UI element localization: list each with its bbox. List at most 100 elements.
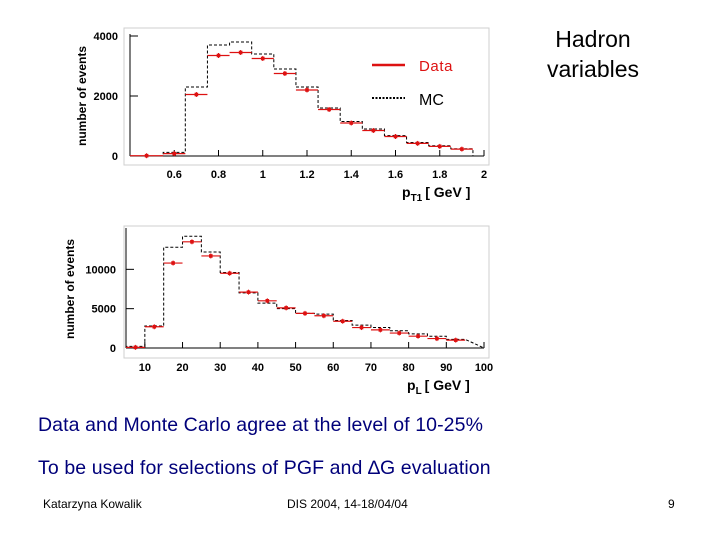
data-point	[246, 290, 251, 294]
x-tick-label: 1	[260, 169, 266, 181]
data-bin	[428, 143, 451, 149]
x-tick-label: 0.8	[211, 169, 226, 181]
data-bin	[314, 313, 334, 319]
y-tick-label: 0	[112, 151, 118, 163]
mc-histogram-series	[130, 41, 474, 157]
data-point	[144, 153, 149, 158]
x-tick-label: 0.6	[167, 169, 182, 181]
data-bin	[295, 310, 315, 316]
data-point	[172, 151, 177, 156]
data-point	[378, 328, 383, 332]
slide-title-line-1: Hadron	[555, 26, 631, 52]
x-axis-label-unit: [ GeV ]	[425, 184, 470, 200]
data-point	[327, 107, 331, 112]
data-point	[133, 345, 138, 350]
data-bin	[239, 289, 258, 295]
footer-author: Katarzyna Kowalik	[43, 497, 142, 511]
chart-frame	[123, 27, 490, 166]
data-point	[152, 324, 157, 329]
footer-conference: DIS 2004, 14-18/04/04	[287, 497, 408, 511]
data-bin	[427, 336, 447, 342]
data-bin	[340, 120, 363, 126]
data-bin	[163, 151, 186, 157]
data-point	[265, 299, 270, 303]
data-bin	[207, 53, 230, 58]
x-tick-label: 40	[252, 362, 264, 374]
data-point	[340, 319, 345, 324]
data-point	[190, 240, 194, 244]
footer-page-number: 9	[668, 497, 675, 511]
x-tick-label: 20	[176, 362, 188, 374]
y-tick-label: 0	[110, 343, 116, 355]
x-axis-label-unit: [ GeV ]	[425, 377, 470, 393]
data-bin	[408, 333, 428, 339]
data-point	[415, 141, 420, 146]
data-point	[238, 50, 243, 55]
data-bin	[362, 128, 385, 133]
x-tick-label: 60	[327, 362, 339, 374]
data-bin	[130, 153, 164, 159]
data-point	[227, 271, 232, 276]
data-point	[397, 331, 402, 335]
data-bin	[257, 298, 277, 304]
data-point	[171, 261, 175, 265]
data-bin	[229, 50, 252, 55]
data-bin	[185, 92, 208, 97]
legend-data-label: Data	[419, 58, 453, 75]
pl-chart: 0 5000 10000 10 20 30 40 50 60 70 80 90 100 number of…	[63, 225, 493, 397]
data-point	[371, 128, 376, 133]
chart-legend: Data MC	[372, 58, 453, 109]
x-tick-label: 10	[139, 362, 151, 374]
y-tick-label: 4000	[94, 31, 118, 43]
data-point	[303, 311, 307, 316]
y-tick-label: 10000	[85, 264, 116, 276]
x-tick-label: 30	[214, 362, 226, 374]
y-axis-label: number of events	[63, 239, 77, 339]
data-bin	[273, 71, 296, 76]
data-bin	[126, 344, 145, 350]
data-bin	[389, 330, 409, 336]
data-bin	[333, 318, 353, 324]
x-tick-label: 1.4	[344, 169, 360, 181]
data-bin	[370, 327, 390, 333]
data-bin	[446, 337, 466, 343]
data-bin	[163, 260, 183, 266]
data-bin	[406, 140, 429, 146]
data-point	[260, 56, 265, 61]
data-bin	[384, 134, 407, 139]
x-axis-label-subscript: L	[416, 386, 422, 397]
x-axis-label: pL[ GeV ]	[407, 377, 470, 397]
data-point	[284, 306, 288, 310]
x-tick-label: 1.2	[299, 169, 314, 181]
data-point	[435, 336, 439, 341]
summary-text-agreement: Data and Monte Carlo agree at the level …	[38, 414, 484, 436]
ptt-chart: 0 2000 4000 0.6 0.8 1 1.2 1.4 1.6 1.8 2 number of e…	[75, 27, 490, 204]
data-point	[305, 88, 309, 92]
data-bin	[201, 253, 221, 259]
data-point	[416, 334, 420, 338]
x-tick-label: 1.6	[388, 169, 403, 181]
data-point	[208, 254, 213, 258]
data-point	[194, 92, 199, 97]
data-point	[453, 338, 458, 342]
data-point	[322, 313, 326, 318]
data-point	[460, 147, 464, 151]
slide-title-line-2: variables	[546, 56, 640, 82]
slide-title: Hadron variables	[528, 24, 658, 84]
chart-frame	[123, 225, 490, 359]
x-axis-label-subscript: T1	[411, 193, 423, 204]
x-tick-label: 100	[475, 362, 493, 374]
data-point	[283, 71, 287, 76]
x-tick-label: 2	[481, 169, 487, 181]
x-tick-label: 90	[440, 362, 452, 374]
x-tick-label: 70	[365, 362, 377, 374]
data-bin	[450, 146, 473, 152]
data-bin	[251, 56, 274, 61]
data-point	[359, 325, 364, 330]
data-bin	[144, 324, 164, 330]
data-point	[216, 53, 221, 58]
x-tick-label: 1.8	[432, 169, 447, 181]
data-point	[393, 134, 398, 139]
data-bin	[352, 325, 371, 331]
